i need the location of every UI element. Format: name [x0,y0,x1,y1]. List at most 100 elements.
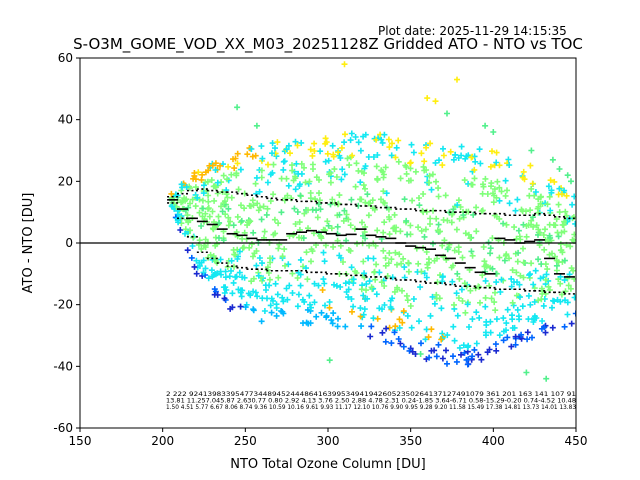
scatter-point [250,275,257,282]
scatter-point [368,284,375,291]
scatter-point [229,290,236,297]
scatter-point [208,267,215,274]
scatter-point [253,248,260,254]
scatter-cloud [168,130,576,368]
scatter-point [416,202,423,209]
scatter-point [205,192,212,199]
scatter-point [520,274,527,281]
scatter-point [285,261,292,268]
scatter-point [303,249,310,256]
scatter-point [360,292,367,299]
scatter-point [383,325,390,332]
scatter-point [235,186,242,193]
scatter-point [498,188,505,195]
scatter-point [528,221,534,228]
scatter-point [192,184,199,191]
scatter-point [456,215,463,222]
scatter-point [236,269,243,276]
scatter-point [525,292,532,299]
scatter-point [514,196,521,203]
scatter-point [274,139,281,146]
outlier-point [568,178,574,185]
scatter-point [469,252,476,259]
scatter-point [477,299,483,306]
scatter-point [409,348,416,355]
scatter-point [233,170,240,177]
scatter-point [250,229,257,236]
scatter-point [192,203,199,210]
scatter-point [350,303,357,310]
scatter-point [329,142,336,149]
scatter-point [400,308,407,315]
y-tick-label: 60 [58,51,73,65]
scatter-point [397,340,404,347]
scatter-point [535,297,542,304]
scatter-point [248,146,255,152]
scatter-point [270,191,277,198]
scatter-point [388,340,395,347]
scatter-point [361,229,368,236]
scatter-point [225,214,232,221]
scatter-point [416,195,422,201]
scatter-point [206,162,213,169]
scatter-point [280,298,287,305]
scatter-point [442,192,449,199]
scatter-point [309,161,316,168]
scatter-point [362,296,369,303]
scatter-point [456,275,463,282]
scatter-point [407,222,414,229]
outlier-point [528,147,535,154]
scatter-point [433,215,440,222]
plot-date: Plot date: 2025-11-29 14:15:35 [378,24,567,38]
scatter-point [363,281,370,287]
scatter-point [426,259,432,266]
scatter-point [219,208,226,215]
scatter-point [373,261,380,268]
scatter-point [450,156,457,163]
scatter-point [527,271,533,278]
scatter-point [447,148,454,155]
scatter-point [429,293,436,300]
scatter-point [317,206,324,213]
scatter-point [541,324,548,331]
x-tick-label: 350 [399,434,422,448]
scatter-point [200,269,207,276]
scatter-point [271,216,278,223]
scatter-point [292,138,299,145]
scatter-point [541,246,548,253]
scatter-point [307,190,314,196]
scatter-point [299,296,306,303]
scatter-point [519,303,526,310]
scatter-point [546,193,553,200]
scatter-point [391,211,398,218]
scatter-point [532,267,539,274]
scatter-point [481,258,488,265]
scatter-point [557,280,564,287]
scatter-point [326,299,333,305]
scatter-point [204,178,211,185]
scatter-point [269,140,276,147]
scatter-point [250,253,256,260]
scatter-point [257,204,263,211]
scatter-point [321,258,328,265]
scatter-point [298,139,305,146]
scatter-point [236,248,243,255]
scatter-point [439,355,446,362]
scatter-point [478,208,485,215]
scatter-point [339,166,346,173]
scatter-point [493,347,500,354]
scatter-point [335,315,341,322]
scatter-point [292,186,299,193]
scatter-point [221,290,228,296]
scatter-point [428,326,435,333]
scatter-point [342,280,349,287]
scatter-point [415,224,422,231]
scatter-point [258,167,265,174]
scatter-point [387,304,394,310]
scatter-point [516,233,523,240]
scatter-point [294,303,301,310]
scatter-point [418,150,425,157]
scatter-point [561,277,568,284]
scatter-point [536,229,543,236]
